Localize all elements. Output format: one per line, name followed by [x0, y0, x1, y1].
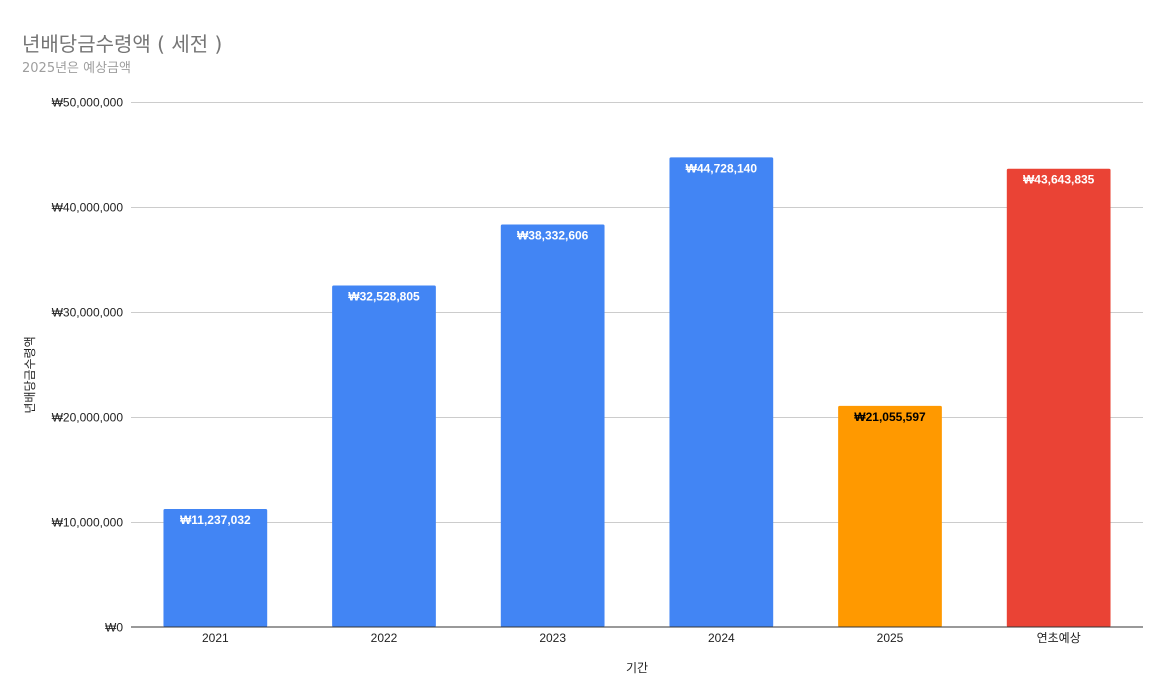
x-tick-label: 2022: [371, 631, 398, 645]
bar: [838, 405, 942, 627]
bar: [163, 509, 268, 627]
x-tick-labels: 2021 2022 2023 2024 2025 연초예상: [202, 631, 1081, 645]
bar: [500, 224, 605, 627]
y-tick-label: ₩20,000,000: [52, 411, 124, 425]
bar: [669, 157, 774, 627]
y-tick-label: ₩40,000,000: [52, 201, 124, 215]
bars: [163, 157, 1111, 628]
data-label: ₩32,528,805: [348, 289, 420, 303]
data-labels: ₩11,237,032 ₩32,528,805 ₩38,332,606 ₩44,728…: [180, 161, 1095, 527]
data-label: ₩43,643,835: [1023, 173, 1095, 187]
y-axis-title: 년배당금수령액: [23, 336, 37, 413]
gridlines: [131, 102, 1143, 523]
data-label: ₩38,332,606: [517, 229, 589, 243]
chart-title: 년배당금수령액 ( 세전 ): [22, 32, 223, 56]
x-axis-title: 기간: [626, 661, 648, 675]
chart-subtitle: 2025년은 예상금액: [22, 61, 131, 76]
x-tick-label: 2024: [708, 631, 735, 645]
data-label: ₩44,728,140: [686, 161, 758, 175]
data-label: ₩11,237,032: [180, 513, 251, 527]
y-tick-label: ₩30,000,000: [52, 306, 124, 320]
bar: [1006, 168, 1111, 628]
data-label: ₩21,055,597: [854, 410, 926, 424]
y-tick-label: ₩0: [105, 621, 123, 635]
x-tick-label: 2023: [539, 631, 566, 645]
y-tick-label: ₩10,000,000: [52, 516, 124, 530]
x-tick-label: 연초예상: [1037, 631, 1081, 645]
x-tick-label: 2021: [202, 631, 229, 645]
y-tick-labels: ₩0 ₩10,000,000 ₩20,000,000 ₩30,000,000 ₩40,0…: [52, 96, 124, 635]
bar: [332, 285, 436, 627]
y-tick-label: ₩50,000,000: [52, 96, 124, 110]
x-tick-label: 2025: [877, 631, 904, 645]
